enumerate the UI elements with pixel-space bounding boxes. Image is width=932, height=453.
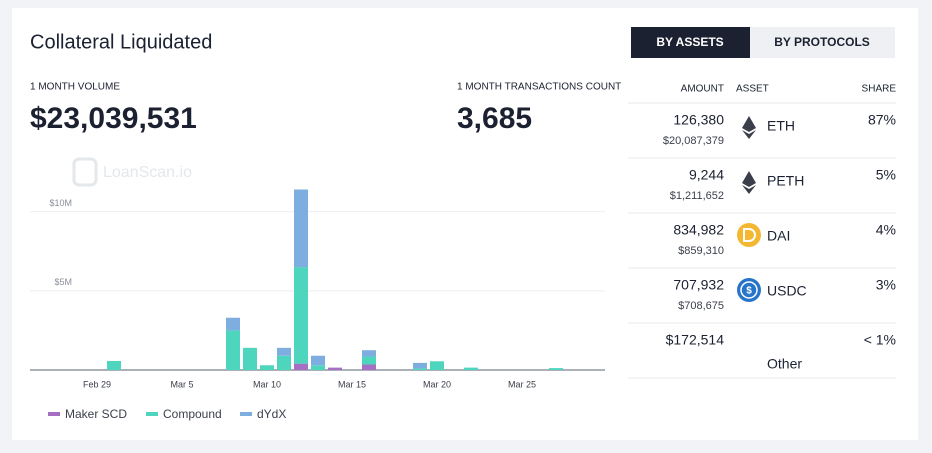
title: Collateral Liquidated [30, 31, 212, 53]
x-tick-label: Mar 20 [423, 379, 451, 389]
legend-label: dYdX [257, 407, 286, 421]
tab[interactable] [750, 27, 895, 58]
bar-segment [311, 355, 325, 366]
bar-segment [311, 365, 325, 370]
bar-segment [413, 368, 427, 370]
amount: $172,514 [666, 332, 725, 348]
asset-name: ETH [767, 118, 795, 134]
share: 3% [876, 277, 896, 293]
asset-name: USDC [767, 283, 807, 299]
bar-segment [362, 350, 376, 357]
tab-active[interactable] [631, 27, 750, 58]
amount: 9,244 [689, 167, 724, 183]
x-tick-label: Mar 15 [338, 379, 366, 389]
legend-swatch [48, 412, 60, 416]
bar-segment [430, 361, 444, 370]
x-tick-label: Mar 10 [253, 379, 281, 389]
asset-name: PETH [767, 173, 804, 189]
column-header: AMOUNT [681, 84, 724, 95]
x-tick-label: Mar 25 [508, 379, 536, 389]
usdc-glyph: $ [746, 286, 752, 297]
count: 3,685 [457, 102, 532, 135]
column-header: ASSET [736, 84, 769, 95]
legend-swatch [146, 412, 158, 416]
volume: $23,039,531 [30, 102, 197, 135]
dai-icon [737, 223, 761, 247]
amount: 834,982 [673, 222, 724, 238]
bar-segment [294, 189, 308, 268]
bar-segment [362, 356, 376, 365]
share: < 1% [864, 332, 896, 348]
bar-segment [277, 347, 291, 356]
count-label: 1 MONTH TRANSACTIONS COUNT [457, 82, 621, 93]
y-tick-label: $10M [49, 198, 72, 208]
dai-glyph [743, 228, 756, 242]
usd-value: $20,087,379 [663, 135, 724, 147]
bar-segment [243, 347, 257, 370]
tab-label[interactable]: BY PROTOCOLS [774, 35, 870, 49]
bar-segment [294, 267, 308, 364]
y-tick-label: $5M [54, 277, 72, 287]
bar-segment [260, 365, 274, 370]
usd-value: $708,675 [678, 300, 724, 312]
bar-segment [226, 330, 240, 370]
bar-segment [328, 367, 342, 370]
usd-value: $1,211,652 [670, 190, 724, 202]
bar-segment [294, 363, 308, 370]
legend-swatch [240, 412, 252, 416]
usdc-glyph [740, 281, 758, 299]
amount: 126,380 [673, 112, 724, 128]
tab-label[interactable]: BY ASSETS [656, 35, 723, 49]
bar-segment [362, 364, 376, 370]
share: 5% [876, 167, 896, 183]
volume-label: 1 MONTH VOLUME [30, 82, 120, 93]
x-tick-label: Mar 5 [170, 379, 193, 389]
amount: 707,932 [673, 277, 724, 293]
bar-segment [464, 367, 478, 370]
legend-label: Maker SCD [65, 407, 127, 421]
usd-value: $859,310 [678, 245, 724, 257]
watermark: LoanScan.io [72, 157, 192, 187]
bar-segment [226, 317, 240, 331]
asset-name: DAI [767, 228, 790, 244]
eth-icon [742, 116, 756, 139]
bar-segment [413, 362, 427, 369]
bar-segment [277, 355, 291, 370]
share: 87% [868, 112, 896, 128]
asset-name: Other [767, 356, 802, 372]
legend-label: Compound [163, 407, 222, 421]
share: 4% [876, 222, 896, 238]
x-tick-label: Feb 29 [83, 379, 111, 389]
peth-icon [742, 171, 756, 194]
card [12, 8, 918, 440]
bar-segment [107, 360, 121, 370]
watermark-text: LoanScan.io [103, 164, 192, 181]
watermark-logo [72, 157, 98, 187]
column-header: SHARE [862, 84, 897, 95]
bar-segment [549, 368, 563, 370]
asset-icons: $ [737, 116, 761, 302]
